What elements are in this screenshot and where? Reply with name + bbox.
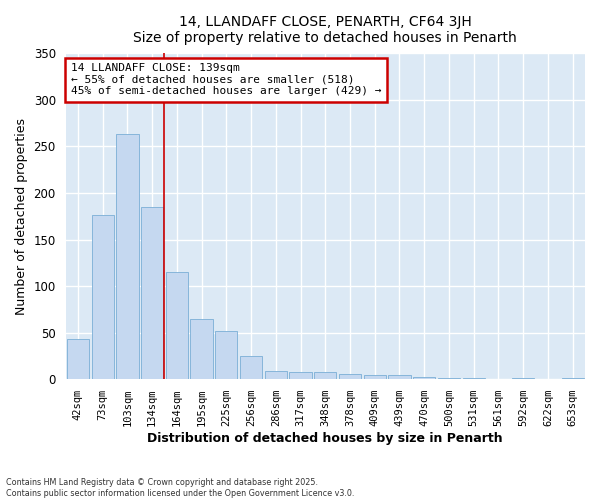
Bar — [141, 207, 163, 379]
Bar — [314, 372, 337, 379]
Bar — [190, 318, 213, 379]
Bar — [92, 216, 114, 379]
Title: 14, LLANDAFF CLOSE, PENARTH, CF64 3JH
Size of property relative to detached hous: 14, LLANDAFF CLOSE, PENARTH, CF64 3JH Si… — [133, 15, 517, 45]
Text: Contains HM Land Registry data © Crown copyright and database right 2025.
Contai: Contains HM Land Registry data © Crown c… — [6, 478, 355, 498]
Bar — [438, 378, 460, 379]
Bar — [116, 134, 139, 379]
Bar — [512, 378, 534, 379]
Bar — [289, 372, 311, 379]
Bar — [67, 339, 89, 379]
Bar — [265, 371, 287, 379]
Bar — [413, 378, 436, 379]
Bar — [364, 374, 386, 379]
Bar — [166, 272, 188, 379]
Bar — [339, 374, 361, 379]
Text: 14 LLANDAFF CLOSE: 139sqm
← 55% of detached houses are smaller (518)
45% of semi: 14 LLANDAFF CLOSE: 139sqm ← 55% of detac… — [71, 63, 381, 96]
Y-axis label: Number of detached properties: Number of detached properties — [15, 118, 28, 315]
Bar — [562, 378, 584, 379]
Bar — [240, 356, 262, 379]
X-axis label: Distribution of detached houses by size in Penarth: Distribution of detached houses by size … — [148, 432, 503, 445]
Bar — [388, 376, 410, 379]
Bar — [463, 378, 485, 379]
Bar — [215, 331, 238, 379]
